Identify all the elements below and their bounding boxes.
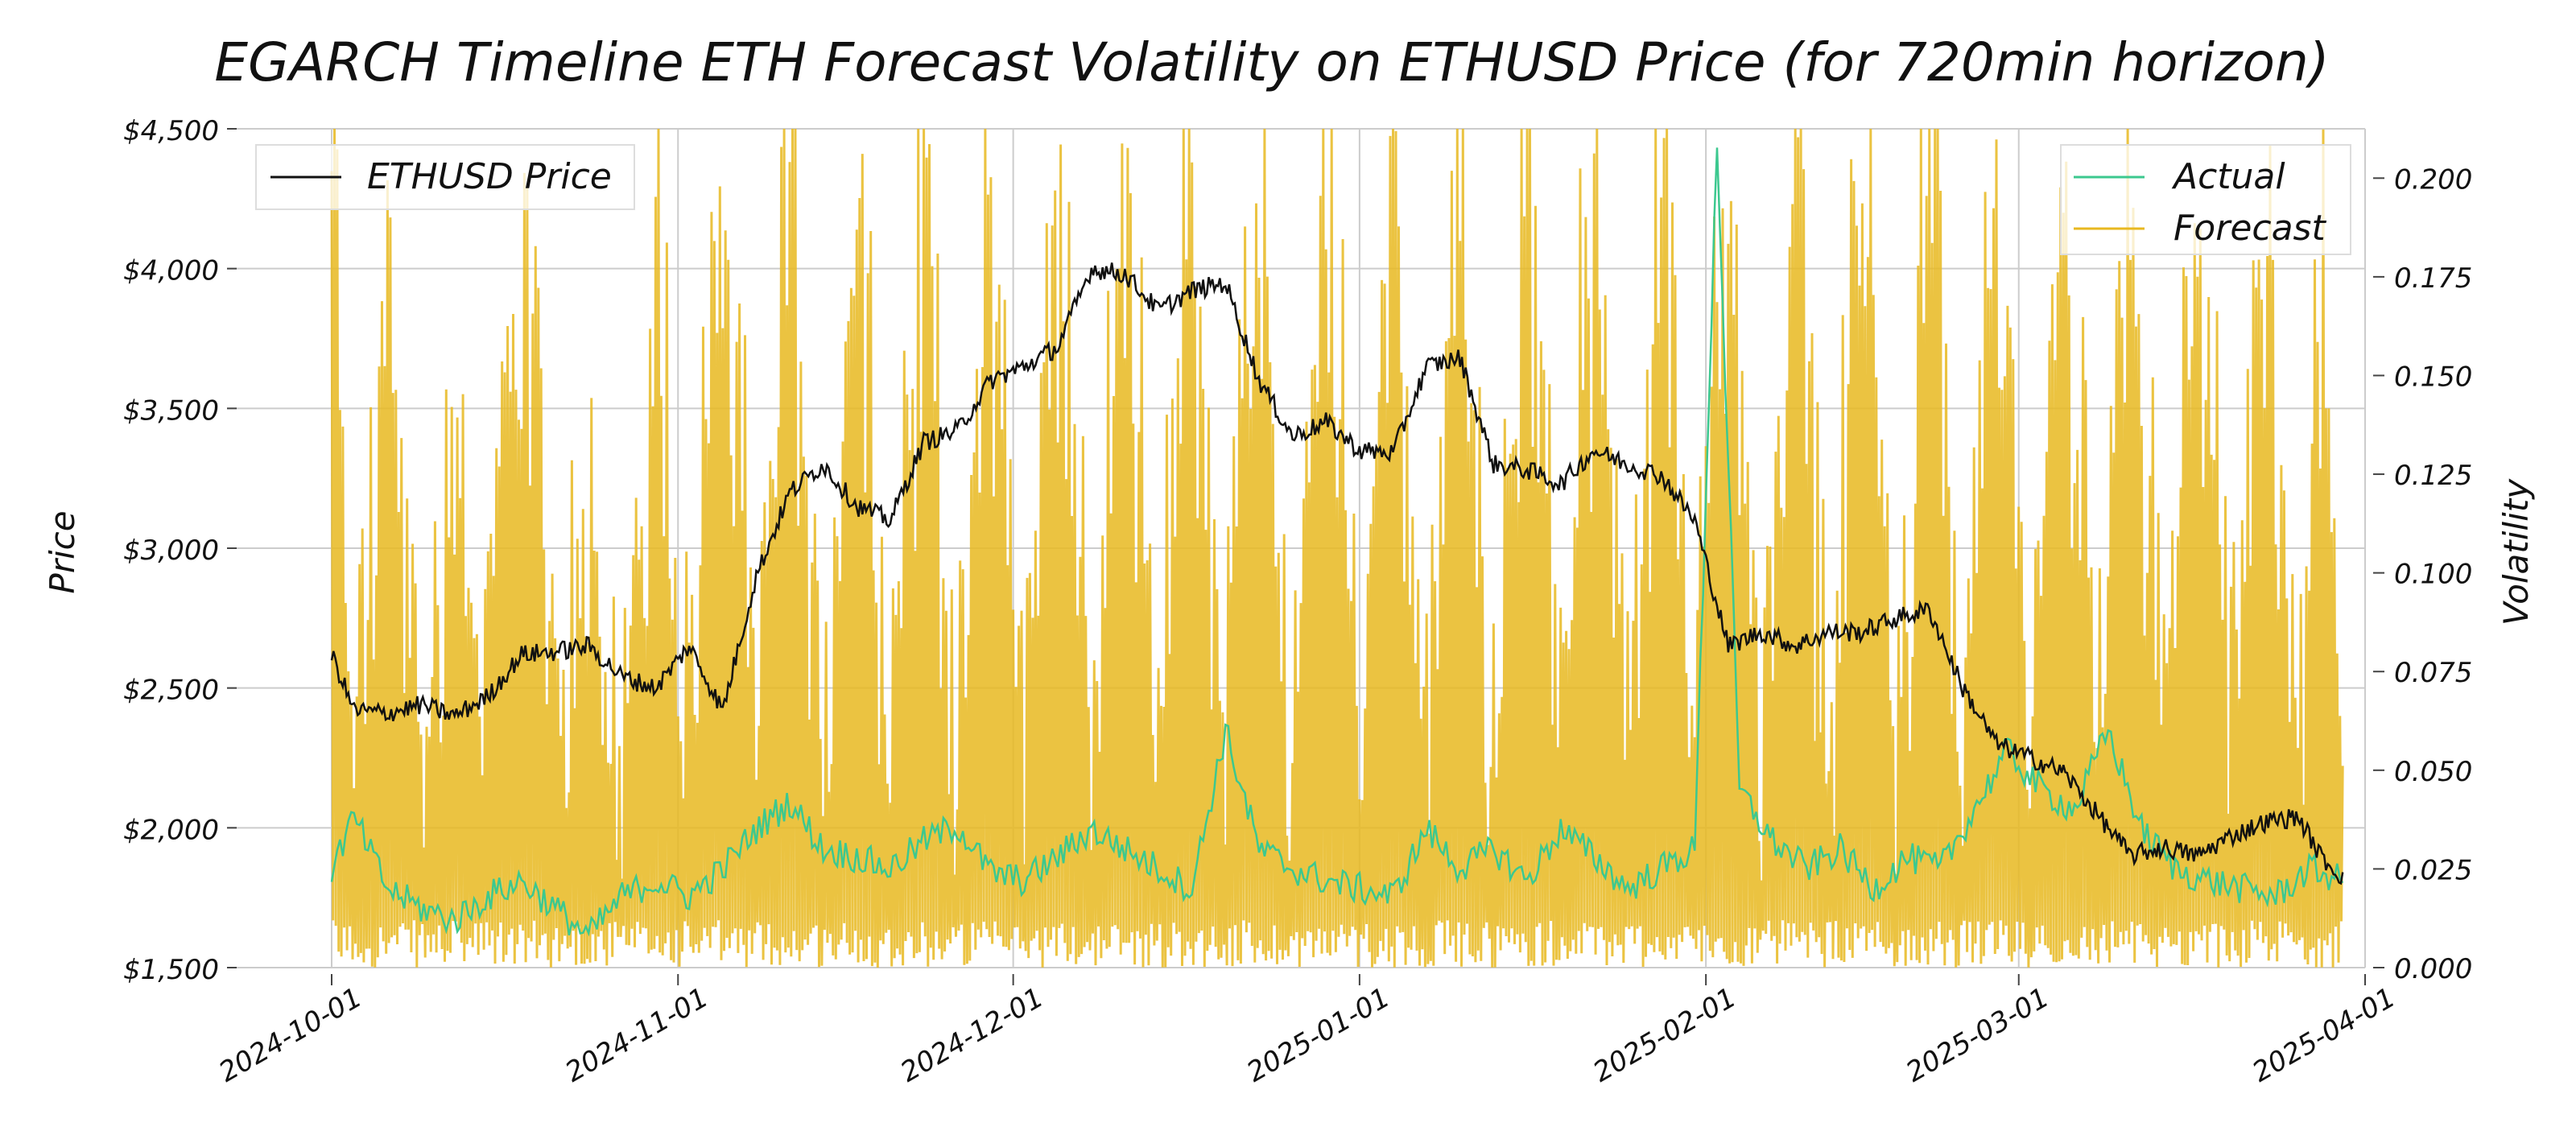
price-series <box>330 262 2344 886</box>
y-tick-label-0: $1,500 <box>123 954 219 986</box>
chart-title: EGARCH Timeline ETH Forecast Volatility … <box>214 31 2329 93</box>
y-axis-right-ticks: 0.000 0.025 0.050 0.075 0.100 0.125 0.150 0.175… <box>2373 163 2472 985</box>
forecast-series <box>330 128 2344 968</box>
x-axis-ticks: 2024-10-01 2024-11-01 2024-12-01 2025-01-01… <box>213 974 2401 1089</box>
legend-right: Actual Forecast <box>2060 144 2351 255</box>
y2-axis-label: Volatility <box>2496 478 2536 625</box>
price-line <box>330 262 2344 886</box>
y-tick-label-6: $4,500 <box>123 115 219 147</box>
actual-series <box>330 147 2344 937</box>
forecast-line <box>330 128 2344 968</box>
actual-line <box>330 147 2344 937</box>
y2-tick-label-5: 0.125 <box>2394 460 2472 492</box>
y2-tick-label-2: 0.050 <box>2394 756 2472 788</box>
x-tick-label-5: 2025-03-01 <box>1901 981 2054 1088</box>
y-tick-label-2: $2,500 <box>123 675 219 707</box>
y-axis-left-ticks: $1,500 $2,000 $2,500 $3,000 $3,500 $4,000 $4,5… <box>123 115 237 986</box>
y-tick-label-3: $3,000 <box>123 535 219 567</box>
y2-tick-label-1: 0.025 <box>2394 854 2472 886</box>
x-tick-label-3: 2025-01-01 <box>1241 981 1395 1088</box>
y-axis-label: Price <box>43 510 82 593</box>
x-tick-label-2: 2024-12-01 <box>895 981 1049 1088</box>
legend-right-box <box>2060 144 2351 255</box>
legend-left: ETHUSD Price <box>255 144 635 210</box>
y2-tick-label-7: 0.175 <box>2394 262 2472 295</box>
y-tick-label-1: $2,000 <box>123 814 219 846</box>
x-tick-label-4: 2025-02-01 <box>1588 981 1742 1088</box>
legend-forecast-label: Forecast <box>2174 208 2326 249</box>
legend-actual-label: Actual <box>2171 156 2285 197</box>
y2-tick-label-3: 0.075 <box>2394 657 2472 689</box>
y2-tick-label-4: 0.100 <box>2394 559 2472 591</box>
y2-tick-label-8: 0.200 <box>2394 163 2472 196</box>
x-tick-label-0: 2024-10-01 <box>213 981 367 1088</box>
x-tick-label-6: 2025-04-01 <box>2247 981 2401 1088</box>
y2-tick-label-0: 0.000 <box>2394 953 2472 985</box>
x-tick-label-1: 2024-11-01 <box>560 981 714 1088</box>
legend-price-label: ETHUSD Price <box>367 156 612 197</box>
y-tick-label-4: $3,500 <box>123 394 219 427</box>
y2-tick-label-6: 0.150 <box>2394 361 2472 393</box>
y-tick-label-5: $4,000 <box>123 255 219 287</box>
